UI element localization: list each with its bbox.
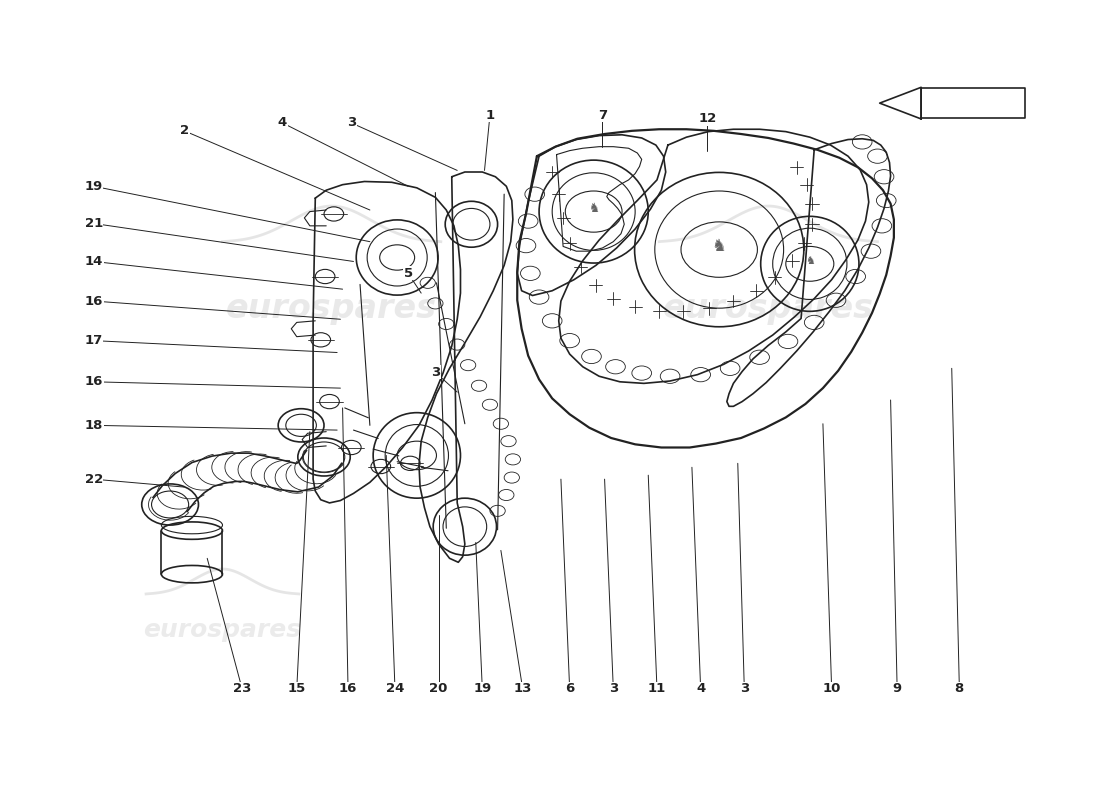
Text: 15: 15	[287, 682, 306, 695]
Text: 4: 4	[696, 682, 705, 695]
Text: 16: 16	[339, 682, 358, 695]
Text: 3: 3	[739, 682, 749, 695]
Text: eurospares: eurospares	[143, 618, 301, 642]
Text: 22: 22	[85, 473, 102, 486]
Text: 3: 3	[346, 117, 356, 130]
Text: 19: 19	[473, 682, 492, 695]
Text: 19: 19	[85, 180, 102, 193]
Text: 3: 3	[431, 366, 440, 378]
Text: ♞: ♞	[588, 202, 600, 215]
Text: 1: 1	[485, 109, 495, 122]
Text: 24: 24	[386, 682, 404, 695]
Text: 23: 23	[233, 682, 251, 695]
Text: 8: 8	[955, 682, 964, 695]
Text: ♞: ♞	[712, 237, 727, 254]
Text: 16: 16	[85, 375, 103, 388]
Text: 13: 13	[514, 682, 532, 695]
Text: ♞: ♞	[805, 257, 815, 266]
Text: 11: 11	[648, 682, 667, 695]
Text: 12: 12	[698, 113, 716, 126]
Text: 2: 2	[179, 124, 189, 138]
Text: 6: 6	[565, 682, 574, 695]
Text: 7: 7	[597, 109, 607, 122]
Text: 10: 10	[823, 682, 840, 695]
Text: 21: 21	[85, 217, 102, 230]
Text: eurospares: eurospares	[227, 293, 437, 326]
Text: 5: 5	[404, 267, 412, 280]
Text: 4: 4	[278, 117, 287, 130]
Text: 16: 16	[85, 294, 103, 307]
Text: eurospares: eurospares	[663, 293, 873, 326]
Text: 14: 14	[85, 255, 103, 268]
Text: 18: 18	[85, 419, 103, 432]
Text: 3: 3	[608, 682, 618, 695]
Text: 9: 9	[892, 682, 902, 695]
Text: 17: 17	[85, 334, 102, 347]
Text: 20: 20	[429, 682, 448, 695]
